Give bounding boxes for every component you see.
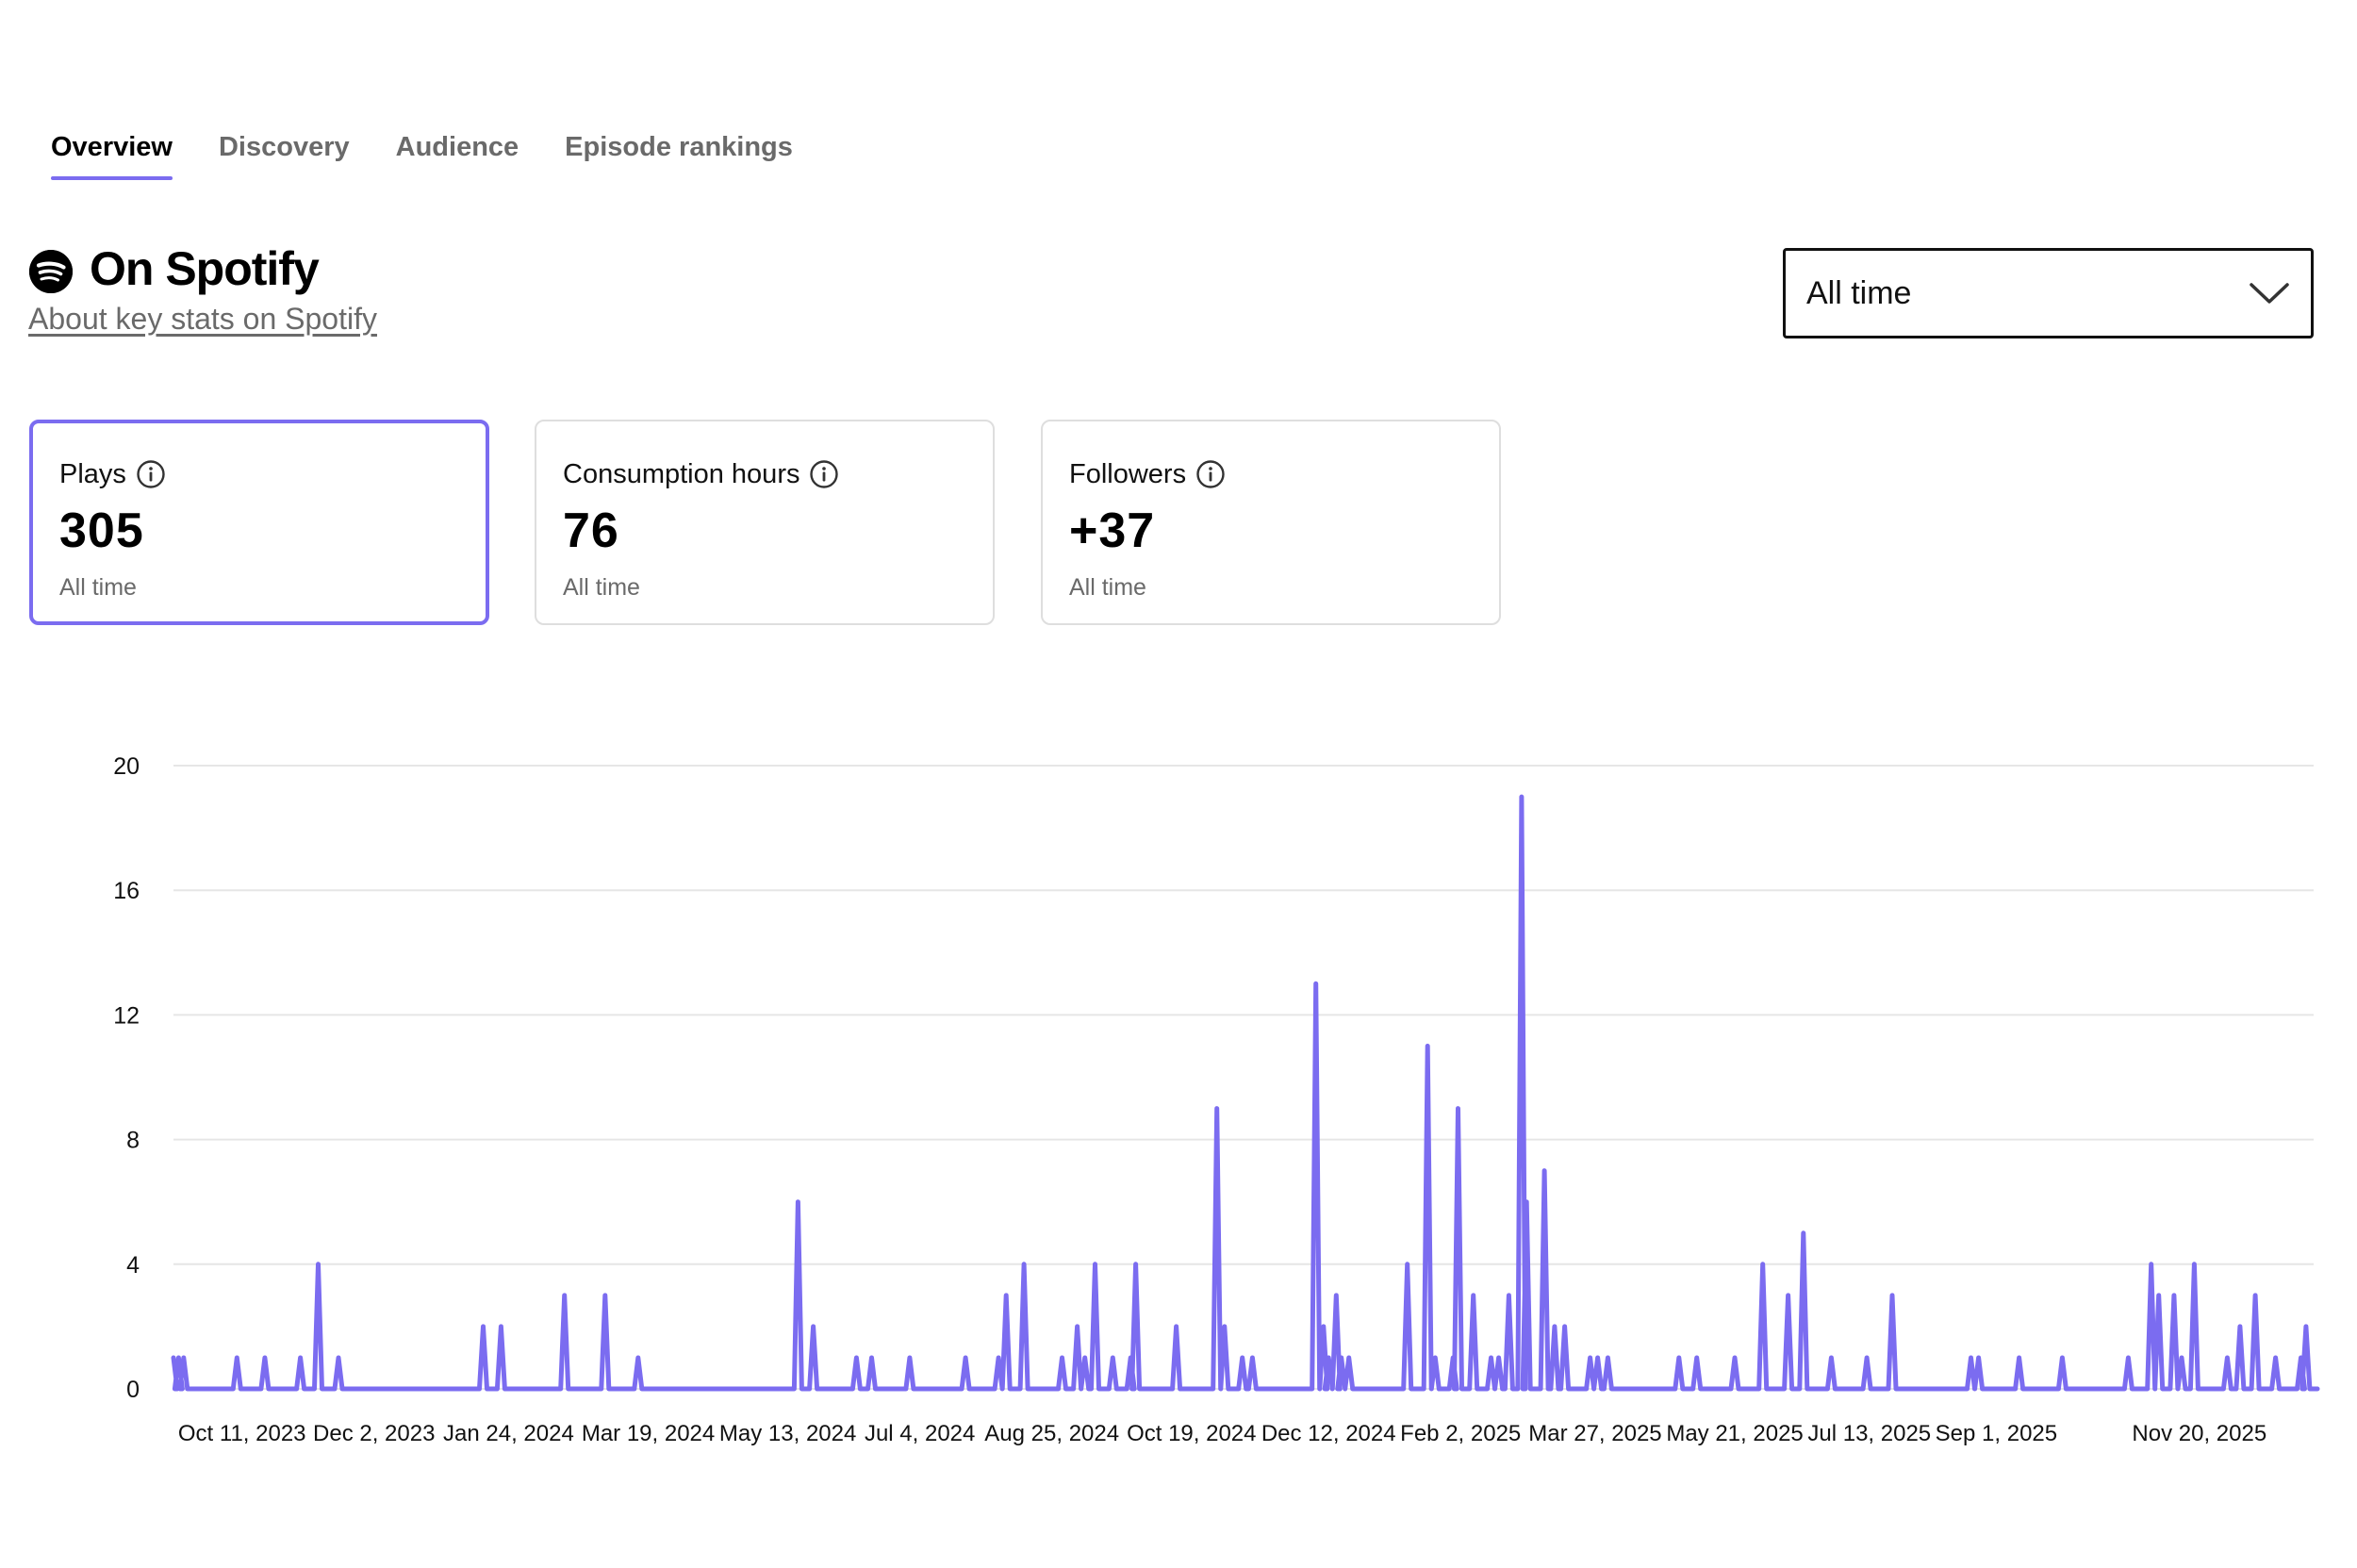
plays-label: Plays <box>59 458 126 489</box>
consumption-hours-card[interactable]: Consumption hours 76 All time <box>535 420 995 625</box>
y-tick-label: 4 <box>126 1252 140 1279</box>
x-tick-label: Feb 2, 2025 <box>1400 1421 1521 1446</box>
consumption-hours-value: 76 <box>563 503 619 558</box>
time-range-select[interactable]: All time <box>1783 248 2314 338</box>
tab-audience[interactable]: Audience <box>395 132 519 162</box>
x-tick-label: Mar 19, 2024 <box>582 1421 715 1446</box>
followers-card[interactable]: Followers +37 All time <box>1041 420 1501 625</box>
x-tick-label: Sep 1, 2025 <box>1936 1421 2057 1446</box>
plays-period: All time <box>59 574 137 601</box>
y-tick-label: 0 <box>126 1377 140 1403</box>
x-tick-label: Oct 11, 2023 <box>178 1421 306 1446</box>
x-tick-label: Dec 2, 2023 <box>313 1421 435 1446</box>
x-tick-label: Mar 27, 2025 <box>1528 1421 1661 1446</box>
consumption-hours-label: Consumption hours <box>563 458 800 489</box>
info-icon[interactable] <box>1195 459 1226 489</box>
y-tick-label: 8 <box>126 1128 140 1154</box>
followers-label: Followers <box>1069 458 1187 489</box>
plays-chart: 0 4 8 12 16 20 Oct 11, 2023 Dec 2, 2023 Jan 24, … <box>0 717 2357 1471</box>
spotify-logo-icon <box>29 250 73 293</box>
tab-bar: Overview Discovery Audience Episode rank… <box>51 132 839 180</box>
about-key-stats-link[interactable]: About key stats on Spotify <box>28 302 377 336</box>
plays-line-chart: 0 4 8 12 16 20 Oct 11, 2023 Dec 2, 2023 Jan 24, … <box>113 753 2320 1446</box>
x-tick-label: Jan 24, 2024 <box>443 1421 574 1446</box>
x-tick-label: Dec 12, 2024 <box>1261 1421 1396 1446</box>
y-tick-label: 12 <box>113 1002 140 1029</box>
chevron-down-icon <box>2250 283 2289 304</box>
x-tick-label: Jul 4, 2024 <box>865 1421 975 1446</box>
consumption-hours-period: All time <box>563 574 640 601</box>
time-range-value: All time <box>1806 274 1912 311</box>
x-tick-label: Nov 20, 2025 <box>2132 1421 2266 1446</box>
tab-overview[interactable]: Overview <box>51 132 173 180</box>
section-title: On Spotify <box>90 242 320 295</box>
x-tick-label: Oct 19, 2024 <box>1127 1421 1256 1446</box>
followers-value: +37 <box>1069 503 1156 558</box>
x-tick-label: Aug 25, 2024 <box>984 1421 1119 1446</box>
x-tick-label: Jul 13, 2025 <box>1807 1421 1931 1446</box>
info-icon[interactable] <box>136 459 166 489</box>
x-tick-label: May 13, 2024 <box>719 1421 856 1446</box>
x-tick-label: May 21, 2025 <box>1666 1421 1803 1446</box>
tab-episode-rankings[interactable]: Episode rankings <box>565 132 793 162</box>
plays-card[interactable]: Plays 305 All time <box>29 420 489 625</box>
info-icon[interactable] <box>809 459 839 489</box>
plays-value: 305 <box>59 503 144 558</box>
plays-series-line <box>171 794 2320 1392</box>
y-tick-label: 16 <box>113 878 140 904</box>
followers-period: All time <box>1069 574 1146 601</box>
y-tick-label: 20 <box>113 753 140 780</box>
tab-discovery[interactable]: Discovery <box>218 132 350 162</box>
